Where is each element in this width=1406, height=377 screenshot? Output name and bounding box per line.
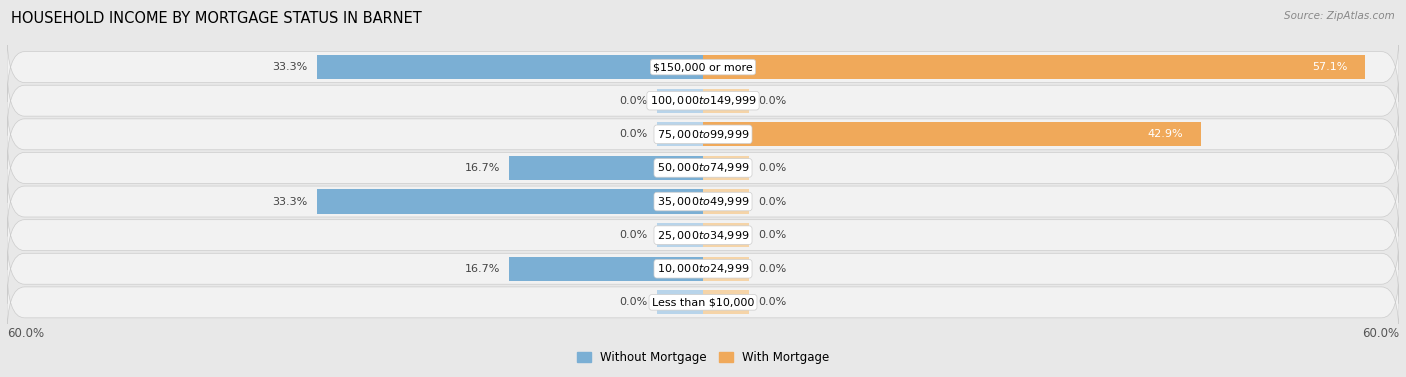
Text: 57.1%: 57.1% xyxy=(1313,62,1348,72)
FancyBboxPatch shape xyxy=(7,32,1399,102)
Text: 60.0%: 60.0% xyxy=(1362,326,1399,340)
FancyBboxPatch shape xyxy=(7,234,1399,304)
Bar xyxy=(703,55,1365,79)
Text: $150,000 or more: $150,000 or more xyxy=(654,62,752,72)
Bar xyxy=(657,89,703,113)
Text: 0.0%: 0.0% xyxy=(759,163,787,173)
Text: 0.0%: 0.0% xyxy=(759,196,787,207)
Text: 0.0%: 0.0% xyxy=(619,96,647,106)
FancyBboxPatch shape xyxy=(7,133,1399,203)
Bar xyxy=(703,156,749,180)
FancyBboxPatch shape xyxy=(7,200,1399,270)
Text: $25,000 to $34,999: $25,000 to $34,999 xyxy=(657,228,749,242)
Text: $35,000 to $49,999: $35,000 to $49,999 xyxy=(657,195,749,208)
FancyBboxPatch shape xyxy=(7,167,1399,236)
FancyBboxPatch shape xyxy=(7,66,1399,136)
Text: Less than $10,000: Less than $10,000 xyxy=(652,297,754,307)
Text: 0.0%: 0.0% xyxy=(619,297,647,307)
Text: 0.0%: 0.0% xyxy=(619,129,647,139)
Text: $50,000 to $74,999: $50,000 to $74,999 xyxy=(657,161,749,175)
FancyBboxPatch shape xyxy=(7,100,1399,169)
Legend: Without Mortgage, With Mortgage: Without Mortgage, With Mortgage xyxy=(572,346,834,369)
Text: 33.3%: 33.3% xyxy=(273,62,308,72)
FancyBboxPatch shape xyxy=(7,267,1399,337)
Text: 42.9%: 42.9% xyxy=(1147,129,1184,139)
Text: 16.7%: 16.7% xyxy=(464,264,501,274)
Bar xyxy=(703,89,749,113)
Text: HOUSEHOLD INCOME BY MORTGAGE STATUS IN BARNET: HOUSEHOLD INCOME BY MORTGAGE STATUS IN B… xyxy=(11,11,422,26)
Bar xyxy=(657,223,703,247)
Text: $75,000 to $99,999: $75,000 to $99,999 xyxy=(657,128,749,141)
Bar xyxy=(703,223,749,247)
Text: $100,000 to $149,999: $100,000 to $149,999 xyxy=(650,94,756,107)
Text: Source: ZipAtlas.com: Source: ZipAtlas.com xyxy=(1284,11,1395,21)
Bar xyxy=(657,122,703,146)
Text: 33.3%: 33.3% xyxy=(273,196,308,207)
Bar xyxy=(316,55,703,79)
Text: 0.0%: 0.0% xyxy=(759,230,787,240)
Bar xyxy=(703,290,749,314)
Text: 0.0%: 0.0% xyxy=(759,96,787,106)
Text: 60.0%: 60.0% xyxy=(7,326,44,340)
Bar xyxy=(316,189,703,214)
Text: 0.0%: 0.0% xyxy=(759,297,787,307)
Text: $10,000 to $24,999: $10,000 to $24,999 xyxy=(657,262,749,275)
Bar xyxy=(509,257,703,281)
Text: 16.7%: 16.7% xyxy=(464,163,501,173)
Text: 0.0%: 0.0% xyxy=(619,230,647,240)
Bar xyxy=(657,290,703,314)
Text: 0.0%: 0.0% xyxy=(759,264,787,274)
Bar xyxy=(703,189,749,214)
Bar xyxy=(703,122,1201,146)
Bar xyxy=(703,257,749,281)
Bar xyxy=(509,156,703,180)
